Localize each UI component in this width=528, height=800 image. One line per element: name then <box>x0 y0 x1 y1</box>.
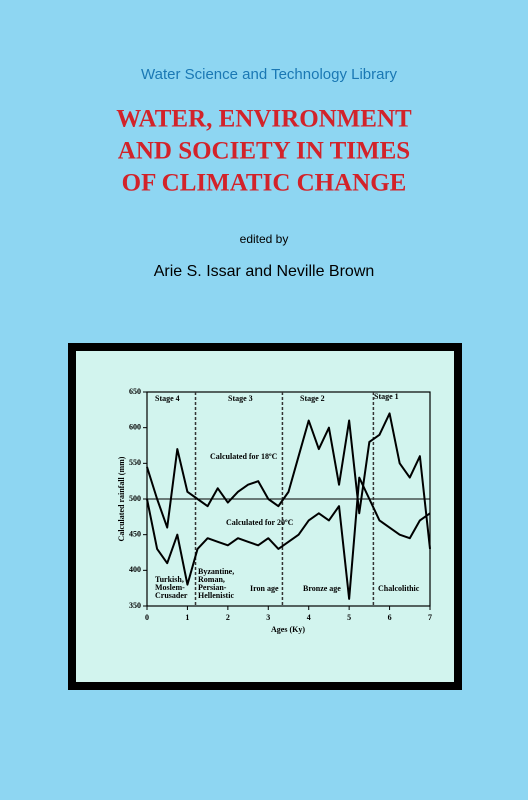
period-label: Crusader <box>155 591 188 600</box>
series-name: Water Science and Technology Library <box>141 66 397 83</box>
stage-label: Stage 1 <box>374 392 399 401</box>
x-tick-label: 4 <box>307 613 311 622</box>
stage-label: Stage 2 <box>300 394 325 403</box>
y-tick-label: 450 <box>129 529 141 538</box>
period-label: Moslem- <box>155 583 185 592</box>
period-label: Turkish, <box>155 575 184 584</box>
period-label: Chalcolithic <box>378 584 420 593</box>
stage-label: Stage 3 <box>228 394 253 403</box>
x-tick-label: 1 <box>185 613 189 622</box>
figure-frame <box>68 343 462 690</box>
period-label: Iron age <box>250 584 279 593</box>
series-annotation: Calculated for 18ºC <box>210 452 278 461</box>
chart: 350 400 450 500 550 600 650 0 1 2 3 4 5 6 7 Ages (Ky) Ca… <box>117 387 432 634</box>
title-line: OF CLIMATIC CHANGE <box>122 170 407 197</box>
y-tick-label: 550 <box>129 458 141 467</box>
y-tick-label: 600 <box>129 422 141 431</box>
x-tick-label: 7 <box>428 613 432 622</box>
y-tick-label: 400 <box>129 565 141 574</box>
x-tick-label: 0 <box>145 613 149 622</box>
stage-label: Stage 4 <box>155 394 180 403</box>
y-tick-label: 350 <box>129 601 141 610</box>
period-label: Bronze age <box>303 584 341 593</box>
editors: Arie S. Issar and Neville Brown <box>154 263 375 280</box>
y-tick-label: 500 <box>129 494 141 503</box>
title-line: AND SOCIETY IN TIMES <box>118 138 410 165</box>
y-tick-label: 650 <box>129 387 141 396</box>
series-line <box>146 476 431 600</box>
x-tick-label: 5 <box>347 613 351 622</box>
y-axis-label: Calculated rainfall (mm) <box>117 456 126 541</box>
title-line: WATER, ENVIRONMENT <box>116 106 412 133</box>
series-annotation: Calculated for 20ºC <box>226 518 294 527</box>
x-tick-label: 3 <box>266 613 270 622</box>
period-label: Roman, <box>198 575 225 584</box>
x-axis-label: Ages (Ky) <box>271 625 305 634</box>
series-line <box>146 412 431 550</box>
period-label: Byzantine, <box>198 567 234 576</box>
period-label: Hellenistic <box>198 591 234 600</box>
x-tick-label: 6 <box>388 613 392 622</box>
period-label: Persian- <box>198 583 227 592</box>
x-tick-label: 2 <box>226 613 230 622</box>
edited-by: edited by <box>240 232 289 246</box>
